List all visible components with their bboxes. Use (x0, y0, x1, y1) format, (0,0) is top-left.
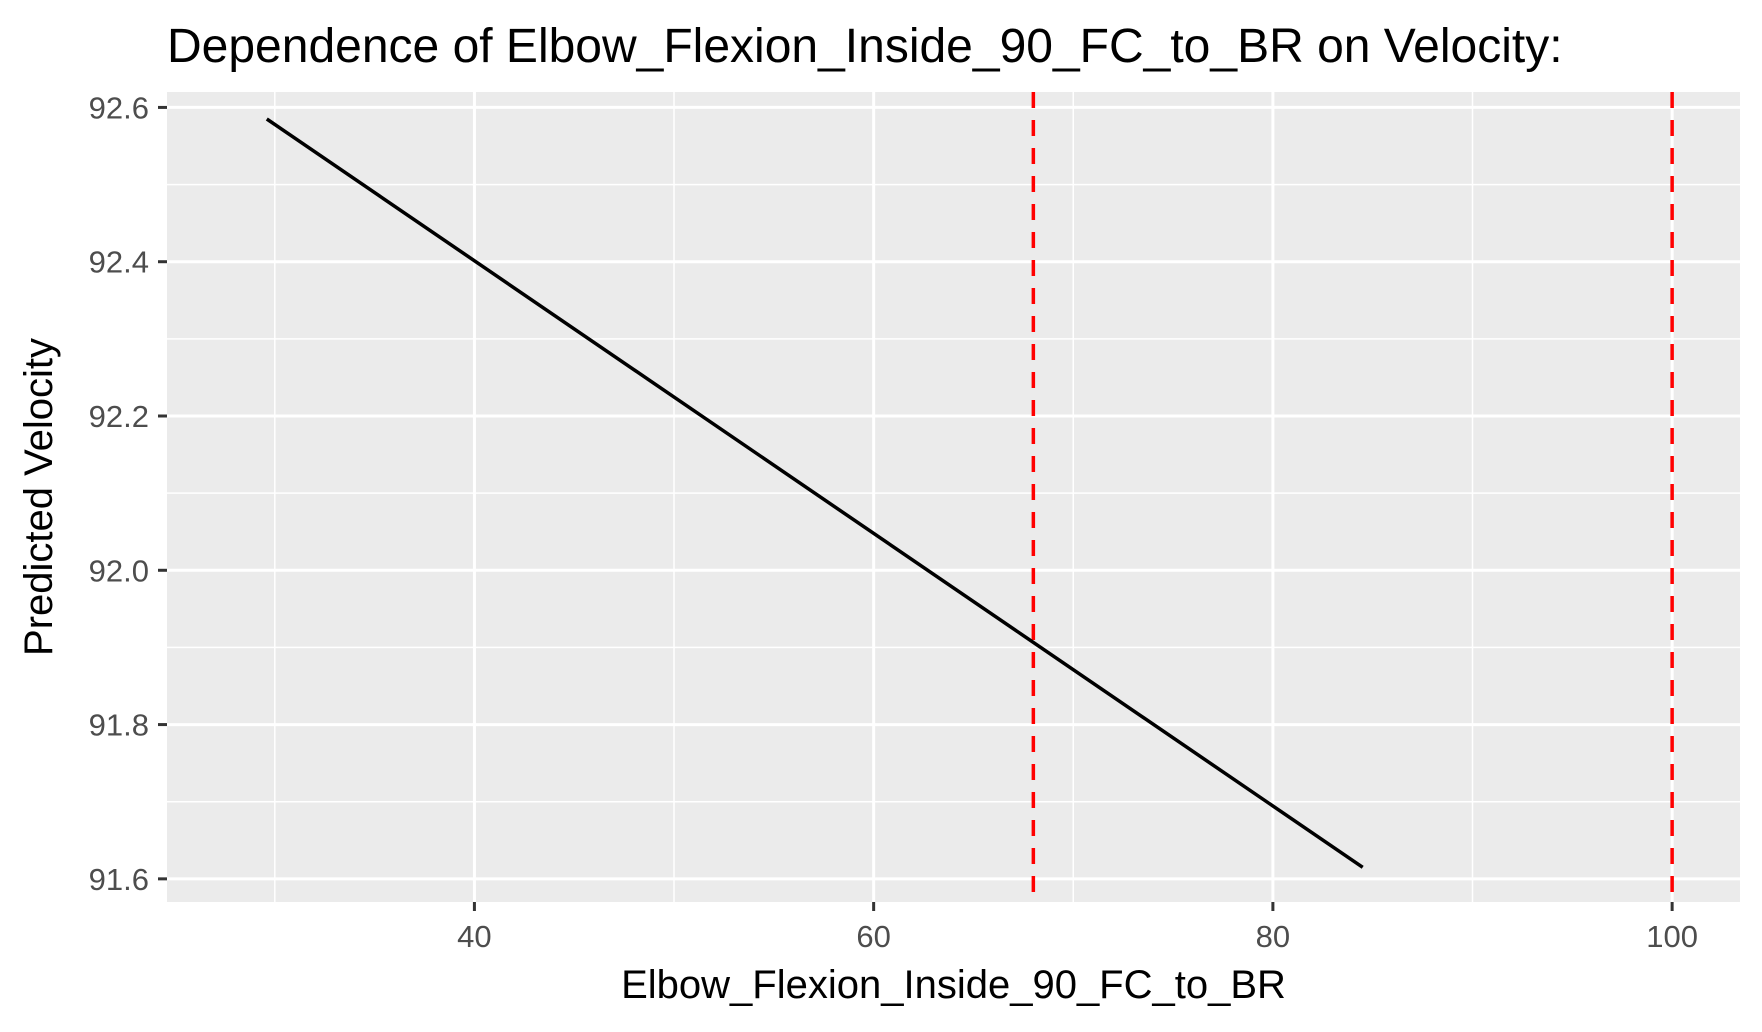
x-tick-label: 80 (1256, 919, 1290, 954)
minor-gridlines (167, 92, 1740, 902)
major-gridlines (167, 92, 1740, 902)
y-tick-label: 92.0 (89, 553, 149, 588)
y-tick-label: 92.6 (89, 90, 149, 125)
tick-labels: 40 60 80 100 91.6 91.8 92.0 92.2 92.4 92.6 (89, 90, 1698, 954)
x-axis-title: Elbow_Flexion_Inside_90_FC_to_BR (621, 963, 1286, 1007)
series-layer (265, 117, 1364, 869)
series-line (265, 117, 1364, 869)
y-tick-label: 92.2 (89, 399, 149, 434)
x-tick-label: 40 (457, 919, 491, 954)
x-tick-label: 60 (856, 919, 890, 954)
y-axis-title: Predicted Velocity (17, 338, 61, 656)
y-tick-label: 91.8 (89, 708, 149, 743)
plot-panel (167, 92, 1740, 902)
x-tick-label: 100 (1646, 919, 1698, 954)
axis-ticks (158, 105, 1674, 911)
y-tick-label: 91.6 (89, 862, 149, 897)
chart-title: Dependence of Elbow_Flexion_Inside_90_FC… (167, 20, 1563, 73)
y-tick-label: 92.4 (89, 245, 149, 280)
reference-lines (1031, 92, 1674, 902)
